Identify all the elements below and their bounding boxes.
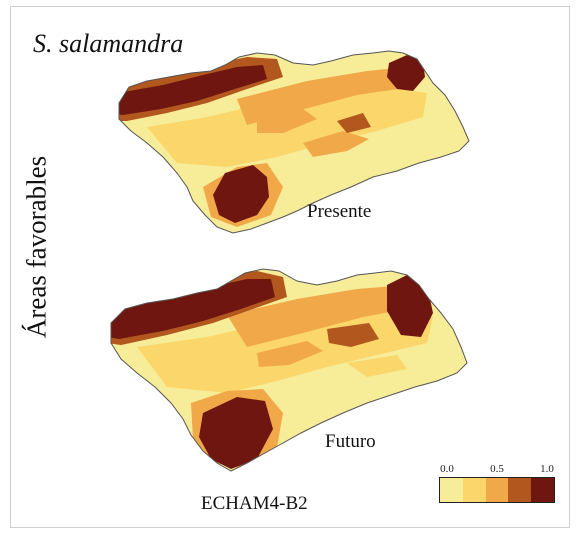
legend-swatch-1: [440, 478, 463, 502]
y-axis-label: Áreas favorables: [15, 127, 59, 367]
climate-model-label: ECHAM4-B2: [201, 493, 308, 514]
legend-swatch-3: [485, 478, 509, 502]
figure-panel: S. salamandra Áreas favorables: [10, 6, 570, 528]
map-present: [107, 47, 487, 247]
map-present-svg: [118, 50, 470, 234]
legend-tick-max: 1.0: [540, 463, 554, 475]
map-future: [107, 263, 487, 477]
legend-tick-mid: 0.5: [490, 463, 504, 475]
legend-ticks: 0.0 0.5 1.0: [439, 463, 555, 477]
scenario-label-present: Presente: [307, 201, 372, 222]
legend-tick-min: 0.0: [440, 463, 454, 475]
legend-swatch-4: [508, 478, 532, 502]
legend-color-bar: [439, 477, 555, 503]
y-axis-label-text: Áreas favorables: [21, 155, 52, 339]
legend-swatch-5: [531, 478, 554, 502]
map-future-svg: [110, 268, 468, 472]
legend-swatch-2: [462, 478, 486, 502]
species-title: S. salamandra: [33, 29, 184, 58]
scenario-label-future: Futuro: [325, 431, 376, 452]
favourability-legend: 0.0 0.5 1.0: [439, 463, 555, 503]
